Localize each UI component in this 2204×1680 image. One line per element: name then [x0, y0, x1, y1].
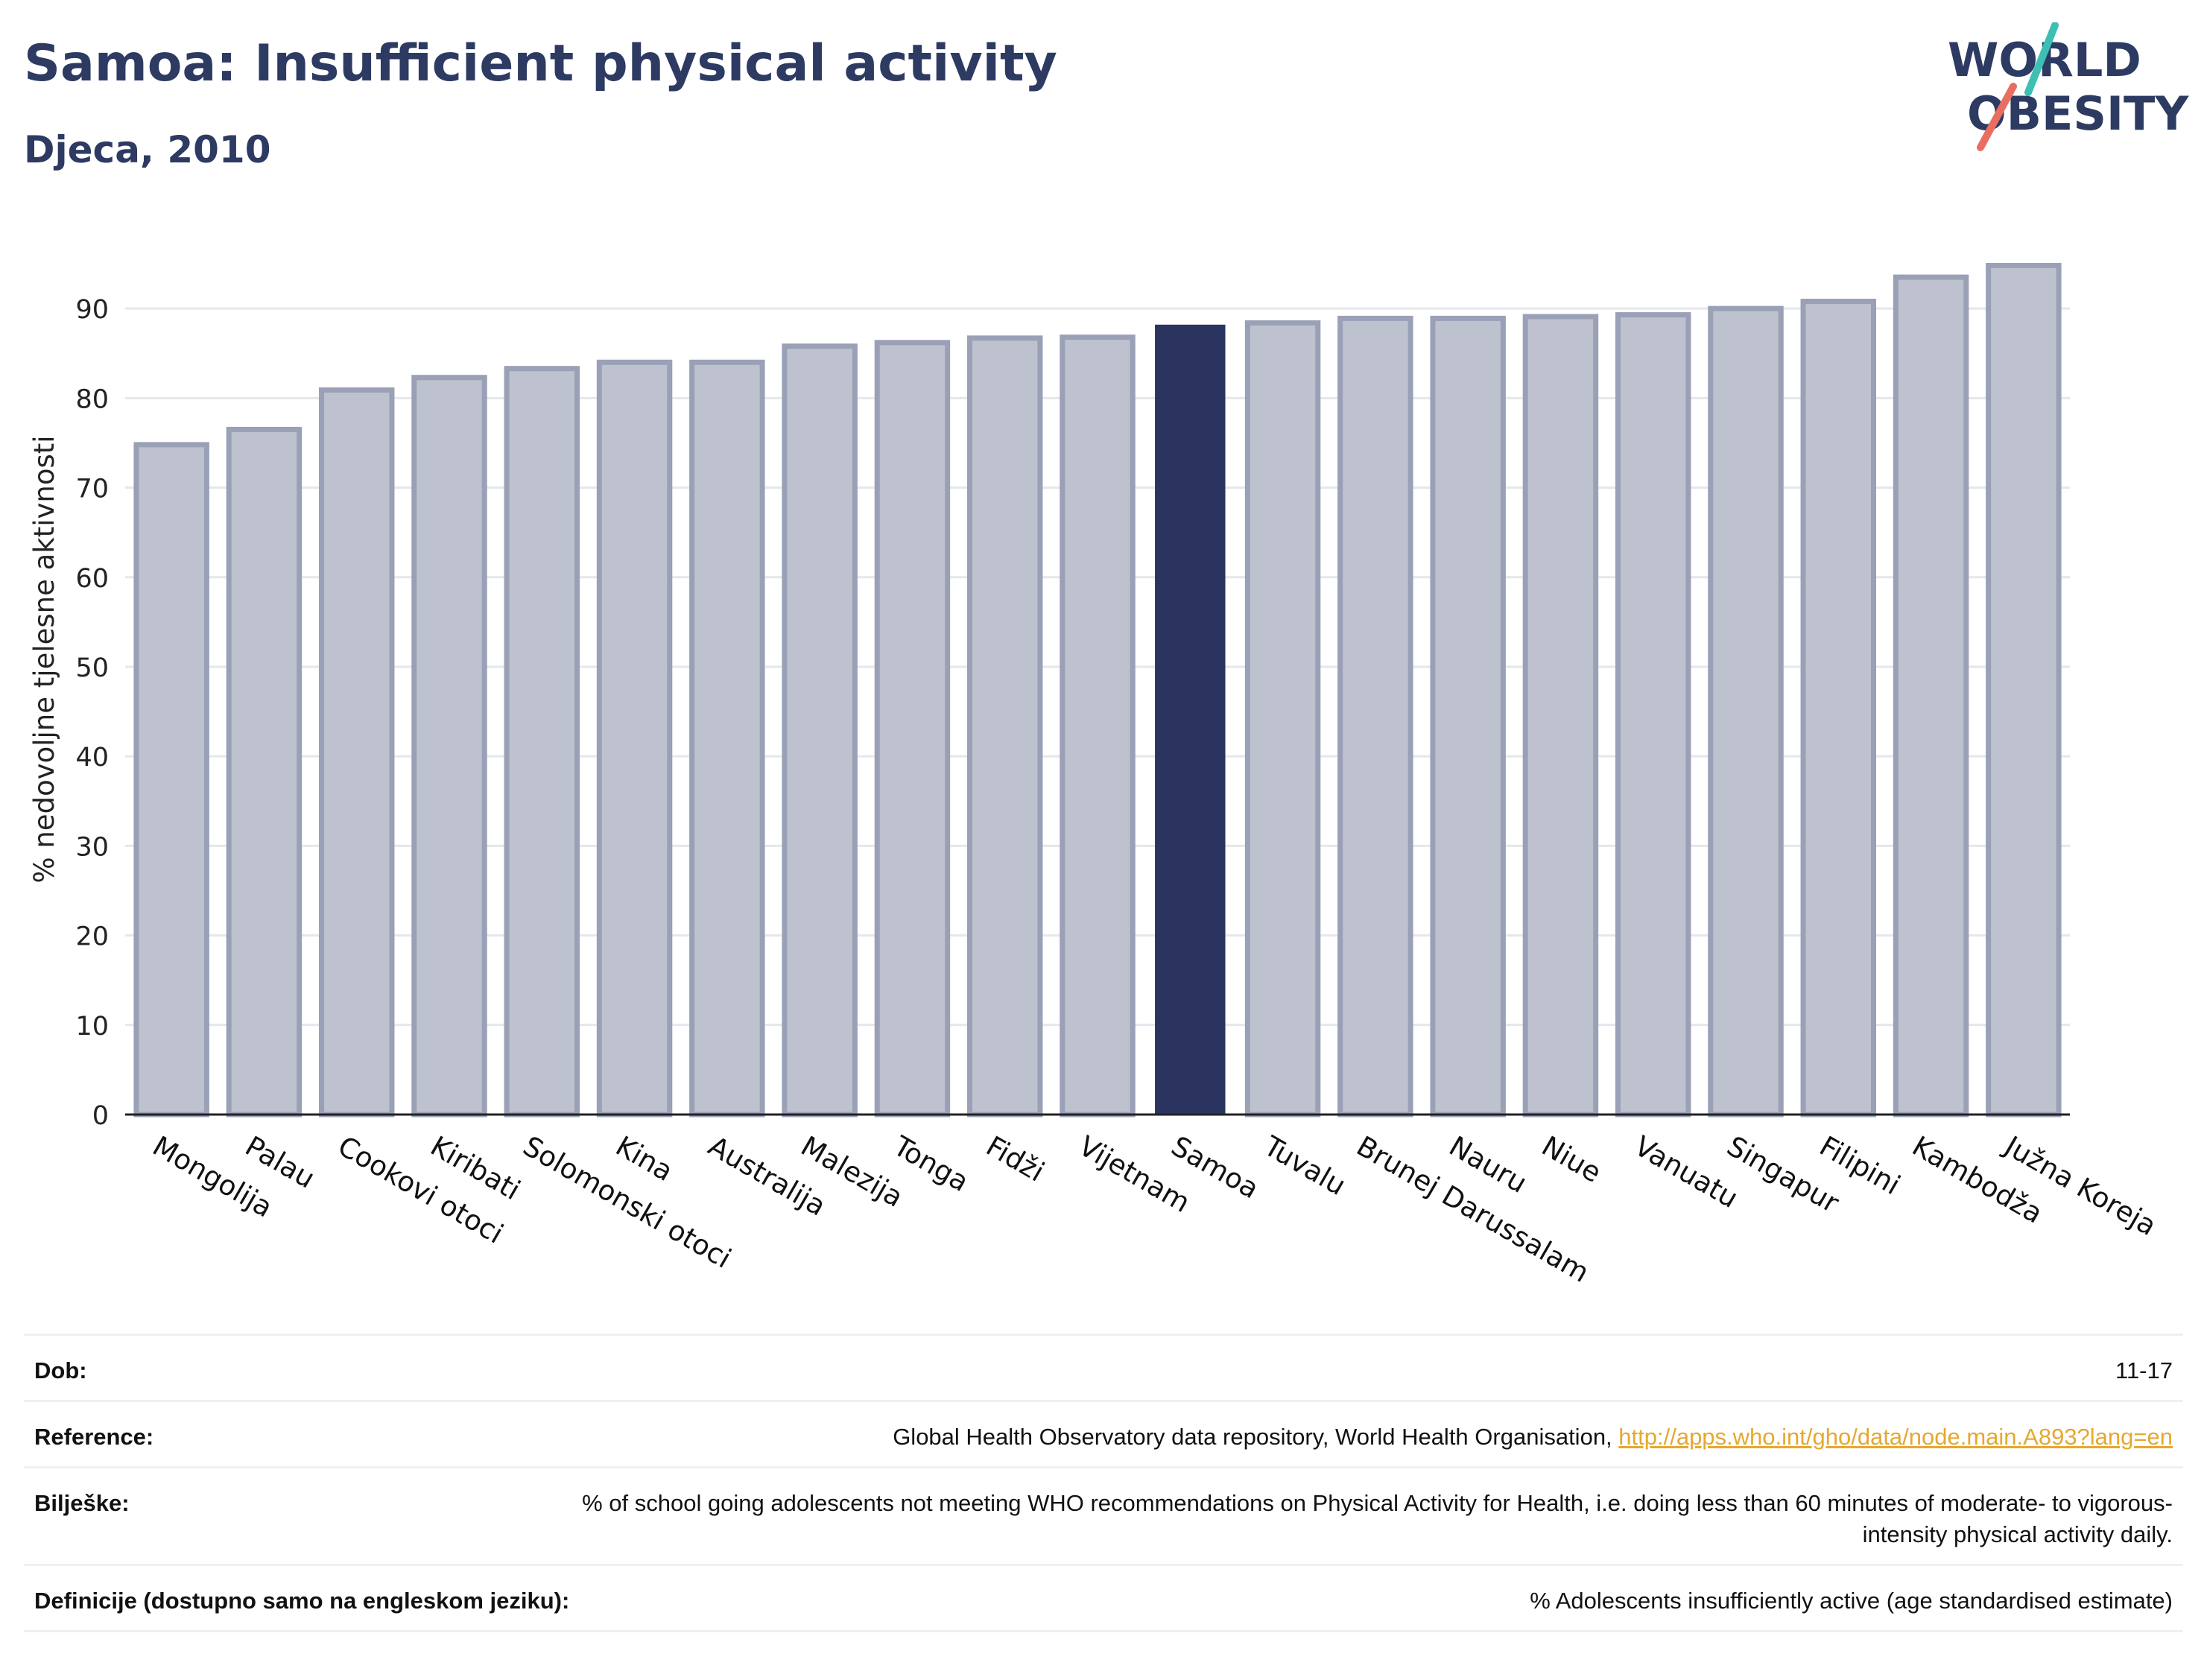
bar: [1060, 335, 1136, 1118]
info-label-definitions: Definicije (dostupno samo na engleskom j…: [34, 1588, 570, 1614]
chart-subtitle: Djeca, 2010: [24, 128, 271, 171]
info-table: Dob: 11-17 Reference: Global Health Obse…: [24, 1334, 2183, 1632]
x-tick-label: Vanuatu: [1629, 1130, 1744, 1215]
bar: [966, 335, 1043, 1118]
chart-title: Samoa: Insufficient physical activity: [24, 34, 1057, 93]
info-label-age: Dob:: [34, 1357, 87, 1383]
info-row-reference: Reference: Global Health Observatory dat…: [24, 1400, 2183, 1466]
x-tick-label: Kina: [610, 1130, 678, 1188]
bar: [1800, 299, 1877, 1118]
bar: [1615, 312, 1691, 1118]
logo-line-obesity: OBESITY: [1967, 86, 2189, 141]
y-tick-label: 10: [75, 1012, 109, 1042]
info-label-reference: Reference:: [34, 1424, 154, 1450]
reference-text: Global Health Observatory data repositor…: [893, 1424, 1619, 1450]
info-value-age: 11-17: [2115, 1357, 2173, 1383]
bar: [874, 340, 951, 1118]
logo-coral-slash: [1977, 83, 2017, 151]
logo-teal-slash: [2024, 22, 2059, 96]
bar: [133, 442, 209, 1118]
bar: [1986, 262, 2062, 1118]
bar: [782, 343, 858, 1118]
info-value-notes: % of school going adolescents not meetin…: [582, 1490, 2173, 1547]
reference-link[interactable]: http://apps.who.int/gho/data/node.main.A…: [1618, 1424, 2173, 1450]
bar: [596, 359, 673, 1118]
bars: [133, 262, 2062, 1118]
bar: [1522, 314, 1599, 1118]
x-tick-label: Tuvalu: [1258, 1129, 1351, 1202]
info-label-notes: Bilješke:: [34, 1490, 130, 1516]
bar: [1337, 315, 1413, 1118]
world-obesity-logo: WORLD OBESITY: [1948, 22, 2189, 151]
y-tick-label: 60: [75, 564, 109, 594]
bar: [1430, 315, 1506, 1118]
bar: [504, 366, 580, 1118]
y-tick-label: 30: [75, 832, 109, 862]
y-tick-label: 50: [75, 653, 109, 683]
bar: [689, 359, 765, 1118]
bar: [1893, 274, 1969, 1118]
bar: [411, 375, 487, 1118]
x-tick-label: Niue: [1536, 1130, 1606, 1189]
y-tick-label: 90: [75, 295, 109, 325]
bar: [318, 387, 395, 1118]
bar: [226, 426, 303, 1118]
x-tick-label: Južna Koreja: [1998, 1129, 2162, 1243]
y-tick-label: 70: [75, 475, 109, 504]
bar: [1244, 320, 1321, 1118]
y-tick-label: 0: [92, 1101, 109, 1131]
y-tick-label: 40: [75, 743, 109, 773]
info-value-definitions: % Adolescents insufficiently active (age…: [1530, 1588, 2173, 1614]
info-row-definitions: Definicije (dostupno samo na engleskom j…: [24, 1564, 2183, 1632]
info-row-age: Dob: 11-17: [24, 1334, 2183, 1400]
y-tick-label: 80: [75, 384, 109, 414]
x-tick-label: Fidži: [981, 1130, 1050, 1188]
info-value-reference: Global Health Observatory data repositor…: [571, 1421, 2173, 1453]
bar: [1155, 324, 1226, 1115]
y-tick-label: 20: [75, 922, 109, 952]
info-row-notes: Bilješke: % of school going adolescents …: [24, 1466, 2183, 1564]
bar: [1708, 305, 1784, 1118]
y-axis-label: % nedovoljne tjelesne aktivnosti: [28, 435, 60, 883]
